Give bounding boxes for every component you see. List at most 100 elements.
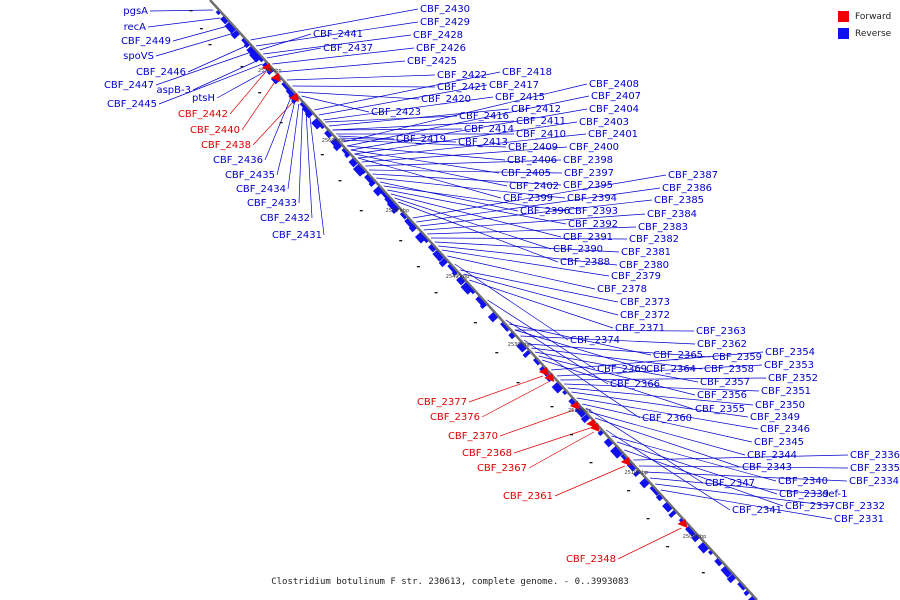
gene-label-cbf-2432[interactable]: CBF_2432 [260, 213, 310, 224]
gene-label-cbf-2332[interactable]: CBF_2332 [835, 501, 885, 512]
gene-label-cbf-2373[interactable]: CBF_2373 [620, 297, 670, 308]
gene-label-cbf-2370[interactable]: CBF_2370 [448, 431, 498, 442]
gene-label-cbf-2384[interactable]: CBF_2384 [647, 209, 697, 220]
gene-label-cbf-2359[interactable]: CBF_2359 [712, 352, 762, 363]
gene-label-cbf-2442[interactable]: CBF_2442 [178, 109, 228, 120]
gene-label-cbf-2399[interactable]: CBF_2399 [503, 193, 553, 204]
gene-label-cbf-2367[interactable]: CBF_2367 [477, 463, 527, 474]
gene-label-cbf-2406[interactable]: CBF_2406 [507, 155, 557, 166]
gene-label-cbf-2423[interactable]: CBF_2423 [371, 107, 421, 118]
gene-label-cbf-2335[interactable]: CBF_2335 [850, 463, 900, 474]
gene-label-cbf-2405[interactable]: CBF_2405 [501, 168, 551, 179]
gene-label-cbf-2350[interactable]: CBF_2350 [755, 400, 805, 411]
gene-label-cbf-2355[interactable]: CBF_2355 [695, 404, 745, 415]
gene-label-cbf-2402[interactable]: CBF_2402 [509, 181, 559, 192]
gene-label-cbf-2449[interactable]: CBF_2449 [121, 36, 171, 47]
gene-label-cbf-2425[interactable]: CBF_2425 [407, 56, 457, 67]
gene-label-cbf-2433[interactable]: CBF_2433 [247, 198, 297, 209]
gene-label-cbf-2387[interactable]: CBF_2387 [668, 170, 718, 181]
gene-label-cbf-2447[interactable]: CBF_2447 [104, 80, 154, 91]
gene-label-cbf-2411[interactable]: CBF_2411 [516, 116, 566, 127]
gene-label-cbf-2397[interactable]: CBF_2397 [564, 168, 614, 179]
gene-label-cbf-2413[interactable]: CBF_2413 [458, 137, 508, 148]
gene-label-def-1[interactable]: def-1 [822, 489, 847, 500]
gene-label-cbf-2383[interactable]: CBF_2383 [638, 222, 688, 233]
gene-label-cbf-2394[interactable]: CBF_2394 [567, 193, 617, 204]
gene-label-cbf-2407[interactable]: CBF_2407 [591, 91, 641, 102]
gene-label-cbf-2421[interactable]: CBF_2421 [437, 82, 487, 93]
gene-label-cbf-2418[interactable]: CBF_2418 [502, 67, 552, 78]
gene-label-cbf-2415[interactable]: CBF_2415 [495, 92, 545, 103]
gene-label-cbf-2362[interactable]: CBF_2362 [697, 339, 747, 350]
gene-label-cbf-2386[interactable]: CBF_2386 [662, 183, 712, 194]
gene-label-cbf-2412[interactable]: CBF_2412 [511, 104, 561, 115]
gene-label-cbf-2403[interactable]: CBF_2403 [579, 117, 629, 128]
gene-label-cbf-2428[interactable]: CBF_2428 [413, 30, 463, 41]
gene-label-cbf-2390[interactable]: CBF_2390 [553, 244, 603, 255]
gene-label-cbf-2346[interactable]: CBF_2346 [760, 424, 810, 435]
gene-label-cbf-2376[interactable]: CBF_2376 [430, 412, 480, 423]
gene-label-cbf-2369[interactable]: CBF_2369 [597, 364, 647, 375]
gene-label-cbf-2361[interactable]: CBF_2361 [503, 491, 553, 502]
gene-label-cbf-2364[interactable]: CBF_2364 [646, 364, 696, 375]
gene-label-ptsh[interactable]: ptsH [192, 93, 215, 104]
gene-label-cbf-2429[interactable]: CBF_2429 [420, 17, 470, 28]
gene-label-cbf-2396[interactable]: CBF_2396 [520, 206, 570, 217]
gene-label-cbf-2331[interactable]: CBF_2331 [834, 514, 884, 525]
gene-label-cbf-2379[interactable]: CBF_2379 [611, 271, 661, 282]
gene-label-cbf-2337[interactable]: CBF_2337 [785, 501, 835, 512]
gene-label-cbf-2388[interactable]: CBF_2388 [560, 257, 610, 268]
gene-label-cbf-2404[interactable]: CBF_2404 [589, 104, 639, 115]
gene-label-cbf-2446[interactable]: CBF_2446 [136, 67, 186, 78]
gene-label-cbf-2437[interactable]: CBF_2437 [323, 43, 373, 54]
gene-label-cbf-2345[interactable]: CBF_2345 [754, 437, 804, 448]
gene-label-cbf-2341[interactable]: CBF_2341 [732, 505, 782, 516]
gene-label-cbf-2435[interactable]: CBF_2435 [225, 170, 275, 181]
gene-label-cbf-2419[interactable]: CBF_2419 [396, 134, 446, 145]
gene-label-cbf-2440[interactable]: CBF_2440 [190, 125, 240, 136]
gene-label-cbf-2351[interactable]: CBF_2351 [761, 386, 811, 397]
gene-label-cbf-2368[interactable]: CBF_2368 [462, 448, 512, 459]
gene-label-cbf-2434[interactable]: CBF_2434 [236, 184, 286, 195]
gene-label-cbf-2352[interactable]: CBF_2352 [768, 373, 818, 384]
gene-label-cbf-2400[interactable]: CBF_2400 [569, 142, 619, 153]
gene-label-cbf-2353[interactable]: CBF_2353 [764, 360, 814, 371]
gene-label-cbf-2445[interactable]: CBF_2445 [107, 99, 157, 110]
gene-label-cbf-2360[interactable]: CBF_2360 [642, 413, 692, 424]
gene-label-cbf-2365[interactable]: CBF_2365 [653, 350, 703, 361]
gene-label-cbf-2409[interactable]: CBF_2409 [508, 142, 558, 153]
gene-label-cbf-2366[interactable]: CBF_2366 [610, 379, 660, 390]
gene-label-cbf-2381[interactable]: CBF_2381 [621, 247, 671, 258]
gene-label-cbf-2363[interactable]: CBF_2363 [696, 326, 746, 337]
gene-label-cbf-2348[interactable]: CBF_2348 [566, 554, 616, 565]
gene-label-cbf-2382[interactable]: CBF_2382 [629, 234, 679, 245]
gene-label-cbf-2380[interactable]: CBF_2380 [619, 260, 669, 271]
gene-label-cbf-2410[interactable]: CBF_2410 [516, 129, 566, 140]
gene-label-cbf-2354[interactable]: CBF_2354 [765, 347, 815, 358]
gene-label-cbf-2393[interactable]: CBF_2393 [568, 206, 618, 217]
gene-label-cbf-2395[interactable]: CBF_2395 [563, 180, 613, 191]
gene-label-cbf-2344[interactable]: CBF_2344 [747, 450, 797, 461]
gene-label-cbf-2356[interactable]: CBF_2356 [697, 390, 747, 401]
gene-label-cbf-2408[interactable]: CBF_2408 [589, 79, 639, 90]
gene-label-cbf-2416[interactable]: CBF_2416 [459, 111, 509, 122]
gene-label-cbf-2417[interactable]: CBF_2417 [489, 80, 539, 91]
gene-label-aspb-3[interactable]: aspB-3 [156, 85, 191, 96]
gene-label-spovs[interactable]: spoVS [123, 51, 154, 62]
gene-label-cbf-2343[interactable]: CBF_2343 [742, 462, 792, 473]
gene-label-cbf-2377[interactable]: CBF_2377 [417, 397, 467, 408]
gene-label-cbf-2385[interactable]: CBF_2385 [654, 195, 704, 206]
gene-label-cbf-2430[interactable]: CBF_2430 [420, 4, 470, 15]
gene-label-cbf-2371[interactable]: CBF_2371 [615, 323, 665, 334]
gene-label-cbf-2398[interactable]: CBF_2398 [563, 155, 613, 166]
gene-label-cbf-2336[interactable]: CBF_2336 [850, 450, 900, 461]
gene-label-pgsa[interactable]: pgsA [123, 6, 148, 17]
gene-label-cbf-2372[interactable]: CBF_2372 [620, 310, 670, 321]
gene-label-cbf-2438[interactable]: CBF_2438 [201, 140, 251, 151]
gene-label-cbf-2334[interactable]: CBF_2334 [849, 476, 899, 487]
gene-label-cbf-2392[interactable]: CBF_2392 [568, 219, 618, 230]
gene-label-cbf-2420[interactable]: CBF_2420 [421, 94, 471, 105]
gene-label-cbf-2414[interactable]: CBF_2414 [464, 124, 514, 135]
gene-label-cbf-2357[interactable]: CBF_2357 [700, 377, 750, 388]
gene-label-cbf-2426[interactable]: CBF_2426 [416, 43, 466, 54]
